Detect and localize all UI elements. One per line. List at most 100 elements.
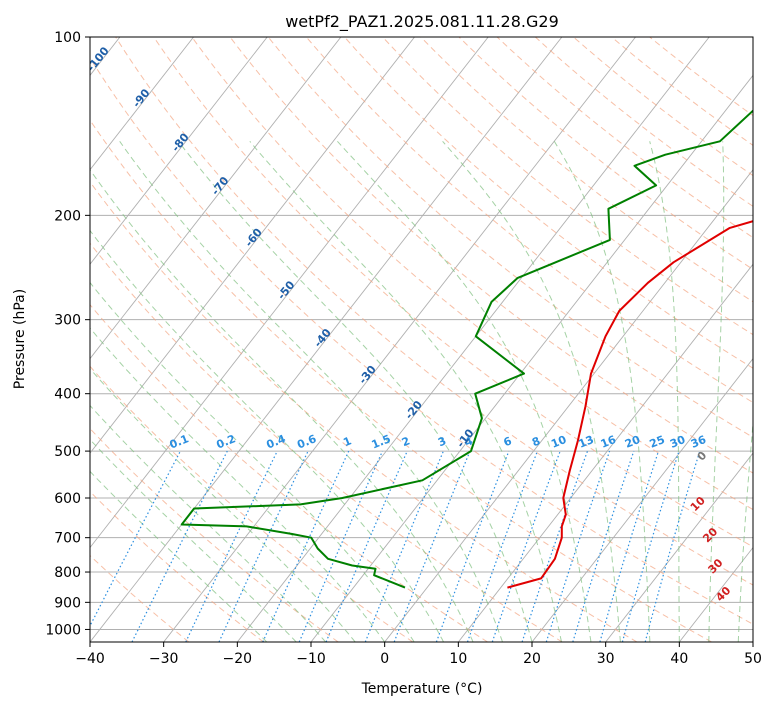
moist-adiabat (249, 140, 562, 642)
y-axis-title: Pressure (hPa) (12, 289, 28, 389)
dry-adiabat (115, 37, 753, 586)
mixing-ratio-line (466, 450, 538, 642)
x-tick-label: 50 (744, 651, 762, 667)
mixing-ratio-label: 16 (599, 433, 618, 451)
mixing-ratio-label: 0.2 (214, 432, 237, 451)
isotherm-line (90, 37, 194, 171)
mixing-ratio-label: 8 (530, 434, 542, 449)
mixing-ratio-label: 20 (623, 433, 642, 451)
moist-adiabat (119, 141, 503, 642)
plot-frame (89, 36, 754, 643)
isotherm-line (90, 37, 415, 454)
isotherm-line (90, 37, 489, 549)
mixing-ratio-label: 3 (436, 434, 448, 449)
isotherm-label: -80 (169, 130, 192, 154)
dry-adiabat (305, 37, 753, 404)
plot-series (180, 109, 753, 589)
x-tick-label: 0 (380, 651, 389, 667)
dry-adiabat (458, 37, 753, 270)
mixing-ratio-label: 10 (549, 433, 568, 451)
moist-adiabat (90, 470, 268, 642)
moist-adiabat (90, 229, 445, 642)
isotherm-label: -30 (356, 363, 379, 387)
mixing-ratio-label: 36 (689, 433, 708, 451)
mixing-ratio-line (218, 450, 309, 642)
isotherm-line (90, 37, 342, 360)
mixing-ratio-line (521, 450, 589, 642)
y-tick-label: 800 (54, 565, 81, 581)
dry-adiabat (90, 427, 339, 642)
isotherm-line (236, 37, 710, 642)
moist-adiabat (442, 140, 621, 642)
isotherm-line (90, 37, 563, 642)
moist-adiabat (90, 367, 356, 642)
dewpoint-profile (180, 109, 753, 589)
moist-adiabat (553, 141, 651, 642)
moist-adiabat (90, 327, 386, 642)
y-tick-label: 200 (54, 208, 81, 224)
mixing-ratio-line (435, 450, 510, 642)
moist-adiabat (178, 140, 533, 642)
isotherm-label: -40 (311, 326, 334, 350)
mixing-ratio-line (262, 450, 350, 642)
dry-adiabat (611, 37, 753, 146)
dry-adiabat (267, 37, 753, 438)
isotherm-label: -20 (402, 398, 425, 422)
moist-adiabat (737, 418, 753, 642)
mixing-ratio-line (325, 450, 408, 642)
x-tick-label: −40 (75, 651, 105, 667)
dry-adiabat (90, 56, 753, 625)
moist-adiabat (708, 141, 725, 642)
moist-adiabat (649, 141, 680, 642)
isotherm-label: -90 (130, 86, 153, 110)
isotherm-line (310, 74, 753, 642)
dry-adiabat (420, 37, 753, 303)
isotherm-line (457, 263, 753, 642)
x-tick-label: 10 (449, 651, 467, 667)
mixing-ratio-line (644, 450, 701, 642)
dry-adiabat (534, 37, 753, 207)
y-tick-label: 1000 (45, 622, 81, 638)
mixing-ratio-label: 1 (341, 434, 353, 449)
moist-adiabat-label: 20 (700, 525, 720, 545)
x-tick-label: −30 (149, 651, 179, 667)
mixing-ratio-line (572, 450, 635, 642)
dry-adiabat (153, 37, 753, 548)
isotherm-label: -60 (242, 226, 265, 250)
y-tick-label: 900 (54, 595, 81, 611)
mixing-ratio-line (185, 450, 278, 642)
isotherm-line (605, 452, 753, 642)
dry-adiabat (90, 490, 264, 642)
x-tick-label: −10 (296, 651, 326, 667)
isotherm-line (163, 37, 636, 642)
mixing-ratio-line (621, 450, 680, 642)
moist-adiabat (90, 168, 474, 642)
isotherm-label: -50 (275, 278, 298, 302)
x-tick-label: 40 (670, 651, 688, 667)
x-tick-label: 30 (597, 651, 615, 667)
temperature-profile (507, 220, 753, 589)
dry-adiabat (90, 303, 488, 642)
x-tick-label: 20 (523, 651, 541, 667)
mixing-ratio-line (491, 450, 561, 642)
y-tick-label: 700 (54, 531, 81, 547)
x-tick-label: −20 (223, 651, 253, 667)
dry-adiabat (90, 181, 638, 642)
isotherm-label: -70 (209, 174, 232, 198)
moist-adiabat (90, 404, 327, 642)
y-tick-label: 500 (54, 444, 81, 460)
dry-adiabat (344, 37, 753, 369)
mixing-ratio-line (131, 450, 228, 642)
mixing-ratio-line (545, 450, 611, 642)
mixing-ratio-label: 0.4 (264, 432, 287, 451)
mixing-ratio-label: 13 (577, 433, 596, 451)
isotherm-line (90, 37, 268, 265)
isotherm-label: -100 (84, 44, 112, 74)
isotherm-line (752, 641, 753, 642)
mixing-ratio-line (90, 450, 181, 628)
plot-background (90, 37, 753, 642)
mixing-ratio-line (298, 450, 384, 642)
mixing-ratio-line (364, 450, 444, 642)
mixing-ratio-label: 30 (668, 433, 687, 451)
